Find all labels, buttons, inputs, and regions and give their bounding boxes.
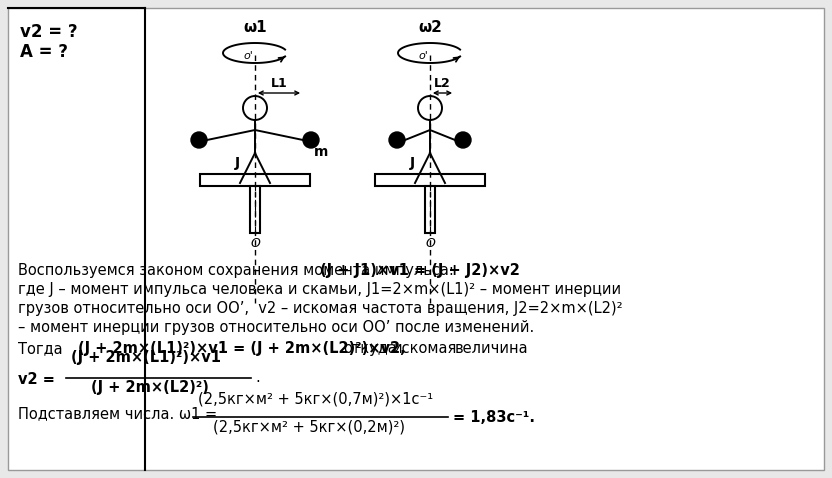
Text: грузов относительно оси OO’,  v2 – искомая частота вращения, J2=2×m×(L2)²: грузов относительно оси OO’, v2 – искома… <box>18 301 622 316</box>
Text: величина: величина <box>455 341 528 356</box>
Circle shape <box>389 132 405 148</box>
Text: (J + 2m×(L1)²)×v1: (J + 2m×(L1)²)×v1 <box>71 350 221 365</box>
Text: v2 = ?: v2 = ? <box>20 23 77 41</box>
Text: J: J <box>235 156 240 170</box>
Text: O: O <box>250 237 260 250</box>
Bar <box>250 186 260 233</box>
Text: Воспользуемся законом сохранения момента импульса:: Воспользуемся законом сохранения момента… <box>18 263 458 278</box>
Circle shape <box>455 132 471 148</box>
Text: o': o' <box>418 51 428 61</box>
Text: Тогда: Тогда <box>18 341 62 356</box>
Text: искомая: искомая <box>393 341 458 356</box>
Text: J: J <box>409 156 414 170</box>
Text: ω1: ω1 <box>243 20 267 35</box>
Text: o': o' <box>243 51 253 61</box>
Text: L2: L2 <box>434 77 451 90</box>
Text: Подставляем числа. ω1 =: Подставляем числа. ω1 = <box>18 406 217 421</box>
Text: (J + 2m×(L2)²): (J + 2m×(L2)²) <box>91 380 209 395</box>
Circle shape <box>191 132 207 148</box>
Text: L1: L1 <box>270 77 287 90</box>
Text: (2,5кг×м² + 5кг×(0,7м)²)×1с⁻¹: (2,5кг×м² + 5кг×(0,7м)²)×1с⁻¹ <box>198 392 433 407</box>
Bar <box>425 186 435 233</box>
Text: = 1,83с⁻¹.: = 1,83с⁻¹. <box>453 410 535 424</box>
Text: ω2: ω2 <box>418 20 442 35</box>
FancyBboxPatch shape <box>8 8 824 470</box>
Text: – момент инерции грузов относительно оси OO’ после изменений.: – момент инерции грузов относительно оси… <box>18 320 534 335</box>
Text: (J + 2m×(L1)²)×v1 = (J + 2m×(L2)²)×v2,: (J + 2m×(L1)²)×v1 = (J + 2m×(L2)²)×v2, <box>78 341 406 356</box>
Text: (J + J1)×v1 = (J + J2)×v2: (J + J1)×v1 = (J + J2)×v2 <box>320 263 520 278</box>
Text: где J – момент импульса человека и скамьи, J1=2×m×(L1)² – момент инерции: где J – момент импульса человека и скамь… <box>18 282 622 297</box>
Text: (2,5кг×м² + 5кг×(0,2м)²): (2,5кг×м² + 5кг×(0,2м)²) <box>213 419 405 434</box>
Bar <box>200 174 310 186</box>
Text: O: O <box>425 237 435 250</box>
Text: .: . <box>255 370 260 385</box>
Text: откуда: откуда <box>343 341 397 356</box>
Circle shape <box>303 132 319 148</box>
Bar <box>375 174 485 186</box>
Text: A = ?: A = ? <box>20 43 68 61</box>
Text: m: m <box>314 145 328 159</box>
Text: v2 =: v2 = <box>18 372 55 387</box>
